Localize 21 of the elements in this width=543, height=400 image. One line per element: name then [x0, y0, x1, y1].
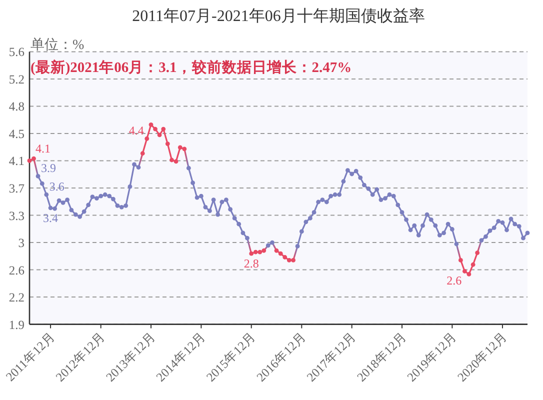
- y-tick-label: 4.1: [8, 154, 24, 168]
- data-label: 3.9: [41, 161, 56, 176]
- y-tick-label: 2.2: [8, 290, 24, 305]
- data-label: 2.6: [446, 273, 462, 288]
- chart-title: 2011年07月-2021年06月十年期国债收益率: [132, 7, 425, 25]
- y-tick-label: 4.8: [8, 100, 24, 114]
- y-tick-label: 3.7: [8, 182, 24, 196]
- y-tick-label: 3.3: [8, 208, 24, 223]
- y-axis-title: 单位：%: [30, 37, 84, 53]
- x-tick-label: 2011年12月: [3, 330, 58, 384]
- y-tick-label: 4.5: [8, 126, 24, 141]
- annotation: (最新)2021年06月：3.1，较前数据日增长：2.47%: [30, 58, 352, 76]
- data-label: 2.8: [244, 256, 259, 271]
- y-tick-label: 3: [18, 236, 24, 250]
- y-tick-label: 1.9: [8, 318, 24, 332]
- y-tick-label: 2.6: [8, 263, 24, 278]
- y-tick-label: 5.2: [8, 72, 24, 86]
- data-label: 3.6: [49, 180, 64, 194]
- data-label: 4.1: [36, 142, 50, 156]
- y-tick-label: 5.6: [8, 45, 24, 60]
- data-label: 3.4: [43, 210, 58, 225]
